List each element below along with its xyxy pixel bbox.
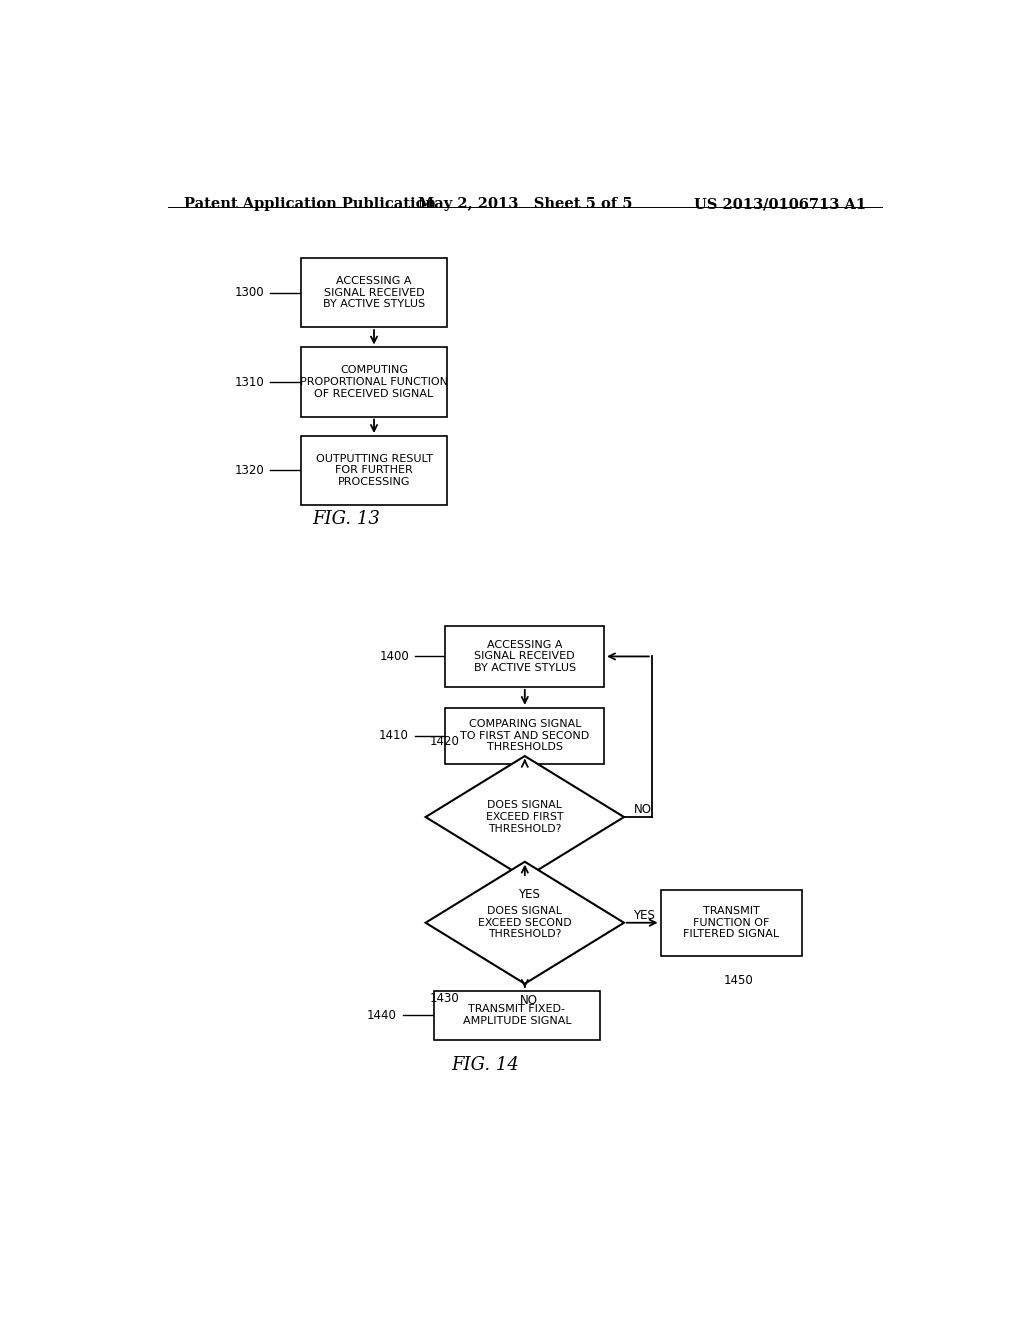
Text: COMPUTING
PROPORTIONAL FUNCTION
OF RECEIVED SIGNAL: COMPUTING PROPORTIONAL FUNCTION OF RECEI… [300,366,449,399]
Text: 1430: 1430 [430,991,460,1005]
Polygon shape [426,862,624,983]
Text: 1410: 1410 [379,729,409,742]
Text: DOES SIGNAL
EXCEED FIRST
THRESHOLD?: DOES SIGNAL EXCEED FIRST THRESHOLD? [486,800,563,834]
Text: 1440: 1440 [368,1008,397,1022]
Text: 1400: 1400 [379,649,409,663]
Text: US 2013/0106713 A1: US 2013/0106713 A1 [694,197,866,211]
FancyBboxPatch shape [445,708,604,764]
Text: May 2, 2013   Sheet 5 of 5: May 2, 2013 Sheet 5 of 5 [418,197,632,211]
Text: OUTPUTTING RESULT
FOR FURTHER
PROCESSING: OUTPUTTING RESULT FOR FURTHER PROCESSING [315,454,432,487]
Text: NO: NO [634,804,651,816]
FancyBboxPatch shape [445,626,604,686]
Text: ACCESSING A
SIGNAL RECEIVED
BY ACTIVE STYLUS: ACCESSING A SIGNAL RECEIVED BY ACTIVE ST… [323,276,425,309]
Text: 1450: 1450 [723,974,753,987]
Text: FIG. 13: FIG. 13 [312,511,380,528]
Text: 1300: 1300 [234,286,264,300]
FancyBboxPatch shape [301,347,447,417]
Text: ACCESSING A
SIGNAL RECEIVED
BY ACTIVE STYLUS: ACCESSING A SIGNAL RECEIVED BY ACTIVE ST… [474,640,575,673]
Text: YES: YES [634,909,655,923]
Text: TRANSMIT FIXED-
AMPLITUDE SIGNAL: TRANSMIT FIXED- AMPLITUDE SIGNAL [463,1005,571,1026]
FancyBboxPatch shape [301,257,447,327]
Text: Patent Application Publication: Patent Application Publication [183,197,435,211]
Text: 1310: 1310 [234,375,264,388]
Text: TRANSMIT
FUNCTION OF
FILTERED SIGNAL: TRANSMIT FUNCTION OF FILTERED SIGNAL [683,906,779,940]
Text: FIG. 14: FIG. 14 [452,1056,519,1074]
Text: 1420: 1420 [430,735,460,748]
Text: DOES SIGNAL
EXCEED SECOND
THRESHOLD?: DOES SIGNAL EXCEED SECOND THRESHOLD? [478,906,571,940]
Text: NO: NO [520,994,538,1007]
Text: 1320: 1320 [234,463,264,477]
Text: COMPARING SIGNAL
TO FIRST AND SECOND
THRESHOLDS: COMPARING SIGNAL TO FIRST AND SECOND THR… [460,719,590,752]
FancyBboxPatch shape [433,991,600,1040]
FancyBboxPatch shape [301,436,447,506]
Polygon shape [426,756,624,878]
Text: YES: YES [518,888,540,902]
FancyBboxPatch shape [660,890,802,956]
